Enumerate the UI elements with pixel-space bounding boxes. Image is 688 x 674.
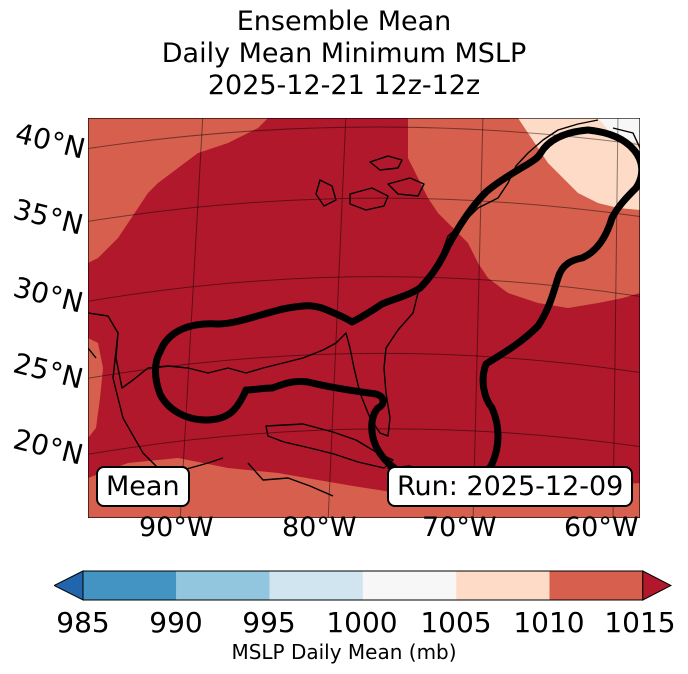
- lat-label-40: 40°N: [12, 116, 89, 166]
- pressure-field-1010-west: [88, 338, 103, 438]
- colorbar-segment-1000: [362, 571, 457, 600]
- run-date-box: Run: 2025-12-09: [387, 466, 634, 507]
- mean-contour: [152, 126, 640, 490]
- colorbar-tick-1005: 1005: [420, 606, 492, 639]
- lat-label-20: 20°N: [10, 422, 87, 472]
- title-line-1: Ensemble Mean: [236, 6, 452, 37]
- pressure-field-1000: [598, 118, 640, 143]
- colorbar-tick-990: 990: [149, 606, 203, 639]
- lat-label-30: 30°N: [10, 270, 87, 320]
- lat-label-35: 35°N: [10, 192, 87, 242]
- lat-label-25: 25°N: [10, 346, 87, 396]
- colorbar-tick-995: 995: [242, 606, 296, 639]
- colorbar-tick-1015: 1015: [604, 606, 676, 639]
- lon-label-70w: 70°W: [422, 512, 497, 543]
- colorbar-segment-1005: [456, 571, 550, 600]
- colorbar-extend-high: [642, 570, 672, 601]
- title-line-3: 2025-12-21 12z-12z: [207, 70, 481, 101]
- colorbar-segment-995: [269, 571, 363, 600]
- colorbar-tick-1000: 1000: [326, 606, 398, 639]
- map-panel: [88, 118, 640, 518]
- lon-label-80w: 80°W: [282, 512, 357, 543]
- mean-label-box: Mean: [96, 466, 190, 507]
- colorbar-segment-985: [83, 571, 177, 600]
- title-line-2: Daily Mean Minimum MSLP: [161, 38, 527, 69]
- colorbar-tick-985: 985: [56, 606, 110, 639]
- colorbar-segment-990: [176, 571, 270, 600]
- colorbar: [54, 570, 672, 601]
- colorbar-extend-low: [54, 570, 84, 601]
- lon-label-90w: 90°W: [139, 512, 214, 543]
- colorbar-label: MSLP Daily Mean (mb): [231, 640, 457, 664]
- pressure-field-1010-northwest: [88, 118, 268, 263]
- lon-label-60w: 60°W: [564, 512, 639, 543]
- colorbar-tick-1010: 1010: [513, 606, 585, 639]
- colorbar-segment-1010: [549, 571, 643, 600]
